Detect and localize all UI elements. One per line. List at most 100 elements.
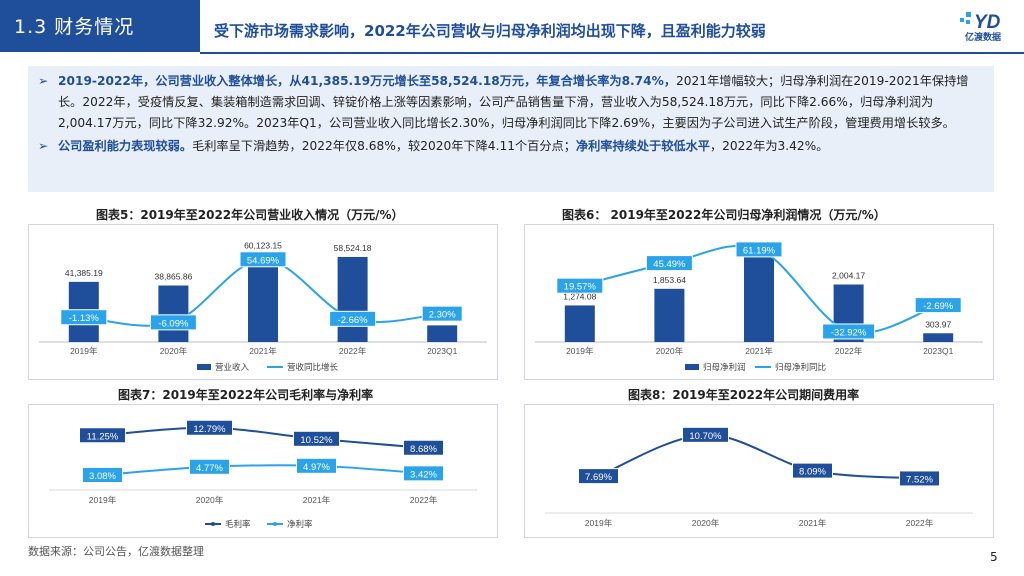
bar-0 — [564, 305, 595, 342]
logo: YD 亿渡数据 — [954, 8, 1012, 46]
legend-bar-label: 营业收入 — [215, 362, 250, 372]
legend-label-0: 毛利率 — [225, 519, 251, 529]
point-label-0-1-bg — [682, 426, 729, 443]
line-label-4: -2.69% — [923, 301, 954, 312]
chart6-panel: 1,274.082019年1,853.642020年2,987.922021年2… — [524, 224, 994, 380]
point-label-1-3-bg — [403, 465, 444, 482]
summary-box: ➢ 2019-2022年，公司营业收入整体增长，从41,385.19万元增长至5… — [28, 66, 994, 192]
line-label-2: 54.69% — [247, 255, 280, 266]
point-label-0-1-bg — [186, 419, 233, 436]
x-tick-4: 2023Q1 — [427, 346, 458, 356]
point-label-0-1: 12.79% — [193, 424, 226, 435]
line-label-3-bg — [329, 310, 377, 327]
line-label-0: -1.13% — [69, 313, 100, 324]
line-label-1: 45.49% — [653, 259, 686, 270]
x-tick-0: 2019年 — [566, 346, 594, 356]
page-title: 受下游市场需求影响，2022年公司营收与归母净利润均出现下降，且盈利能力较弱 — [214, 22, 766, 40]
page-number: 5 — [990, 550, 998, 564]
x-tick-0: 2019年 — [89, 495, 117, 505]
summary-1-highlight: 2019-2022年，公司营业收入整体增长，从41,385.19万元增长至58,… — [58, 74, 677, 88]
logo-icon: YD — [960, 12, 1001, 32]
x-tick-3: 2022年 — [835, 346, 863, 356]
bar-label-3: 58,524.18 — [334, 243, 372, 253]
chart6-svg: 1,274.082019年1,853.642020年2,987.922021年2… — [535, 241, 983, 372]
point-label-1-2-bg — [296, 457, 337, 474]
bar-label-0: 1,274.08 — [563, 291, 596, 301]
legend-bar-icon — [685, 364, 699, 370]
line-label-0-bg — [60, 309, 108, 326]
line-label-1-bg — [645, 255, 693, 272]
point-label-0-3-bg — [403, 439, 444, 456]
point-label-0-2: 8.09% — [799, 467, 826, 478]
point-label-1-1-bg — [189, 458, 230, 475]
summary-2-highlight: 公司盈利能力表现较弱。 — [58, 139, 193, 153]
series-line-0 — [102, 426, 424, 449]
bar-4 — [923, 333, 954, 342]
svg-text:YD: YD — [974, 12, 1001, 32]
legend-marker-1 — [273, 522, 277, 526]
x-tick-1: 2020年 — [656, 346, 684, 356]
x-tick-0: 2019年 — [585, 518, 613, 528]
point-label-1-2: 4.97% — [303, 462, 330, 473]
summary-2-highlight-b: 净利率持续处于较低水平 — [575, 139, 710, 153]
summary-bullet-2: ➢ 公司盈利能力表现较弱。毛利率呈下滑趋势，2022年仅8.68%，较2020年… — [38, 136, 986, 157]
line-label-4-bg — [421, 305, 463, 322]
bar-label-1: 1,853.64 — [653, 275, 686, 285]
arrow-bullet-icon: ➢ — [38, 74, 49, 88]
series-line-0 — [598, 433, 920, 480]
x-tick-1: 2020年 — [160, 346, 188, 356]
chart6-title: 图表6： 2019年至2022年公司归母净利润情况（万元/%） — [562, 208, 886, 222]
line-label-0-bg — [556, 277, 604, 294]
x-tick-2: 2021年 — [303, 495, 331, 505]
line-label-0: 19.57% — [564, 282, 597, 293]
bar-2 — [744, 256, 774, 342]
line-label-1-bg — [149, 314, 197, 331]
bar-1 — [158, 285, 189, 342]
chart7-svg: 2019年 2020年 2021年 2022年 11.25% 12.79% 10.52% 8.… — [49, 419, 477, 529]
summary-2-text-b: ，2022年为3.42%。 — [709, 139, 829, 153]
point-label-0-2-bg — [792, 462, 833, 479]
point-label-0-0: 7.69% — [585, 472, 612, 483]
legend-label-1: 净利率 — [287, 519, 313, 529]
summary-1-text: 2021年增幅较大；归母净利润在2019-2021年保持增长。2022年，受疫情… — [58, 74, 969, 130]
chart8-panel: 2019年 2020年 2021年 2022年 7.69% 10.70% 8.09% 7.52… — [524, 404, 994, 538]
point-label-1-0-bg — [82, 467, 123, 484]
section-title: 1.3 财务情况 — [14, 16, 135, 38]
bar-label-2: 60,123.15 — [244, 241, 282, 251]
chart5-title: 图表5：2019年至2022年公司营业收入情况（万元/%） — [96, 208, 404, 222]
line-label-4: 2.30% — [429, 310, 456, 321]
point-label-1-1: 4.77% — [196, 463, 223, 474]
x-tick-2: 2021年 — [799, 518, 827, 528]
legend-line-label: 营收同比增长 — [287, 362, 339, 372]
section-header: 1.3 财务情况 — [0, 0, 200, 52]
x-tick-1: 2020年 — [692, 518, 720, 528]
logo-text: 亿渡数据 — [964, 33, 1001, 43]
point-label-0-0: 11.25% — [87, 431, 119, 442]
bar-label-3: 2,004.17 — [832, 271, 865, 281]
x-tick-2: 2021年 — [745, 346, 773, 356]
line-label-2-bg — [239, 251, 287, 268]
series-line-1 — [102, 464, 424, 477]
legend-line-label: 归母净利同比 — [775, 362, 826, 372]
point-label-0-2: 10.52% — [300, 435, 333, 446]
point-label-1-3: 3.42% — [410, 469, 437, 480]
data-source: 数据来源：公司公告，亿渡数据整理 — [28, 545, 204, 558]
point-label-1-0: 3.08% — [89, 471, 116, 482]
line-label-2-bg — [735, 241, 783, 258]
header-divider — [200, 52, 1024, 54]
point-label-0-3: 8.68% — [410, 444, 437, 455]
legend-marker-0 — [211, 522, 215, 526]
bar-label-0: 41,385.19 — [65, 268, 103, 278]
x-tick-3: 2022年 — [906, 518, 934, 528]
legend-bar-icon — [197, 364, 211, 370]
point-label-0-2-bg — [293, 430, 340, 447]
summary-2-text: 毛利率呈下滑趋势，2022年仅8.68%，较2020年下降4.11个百分点； — [192, 139, 576, 153]
point-label-0-0-bg — [578, 468, 619, 485]
line-label-3: -32.92% — [831, 327, 867, 338]
chart7-title: 图表7：2019年至2022年公司毛利率与净利率 — [118, 388, 374, 402]
line-label-2: 61.19% — [743, 245, 776, 256]
chart5-svg: 41,385.19 2019年 38,865.86 2020年 60,123.15 202… — [39, 241, 487, 372]
point-label-0-3: 7.52% — [906, 474, 933, 485]
bar-4 — [427, 325, 458, 342]
chart7-panel: 2019年 2020年 2021年 2022年 11.25% 12.79% 10.52% 8.… — [28, 404, 498, 538]
